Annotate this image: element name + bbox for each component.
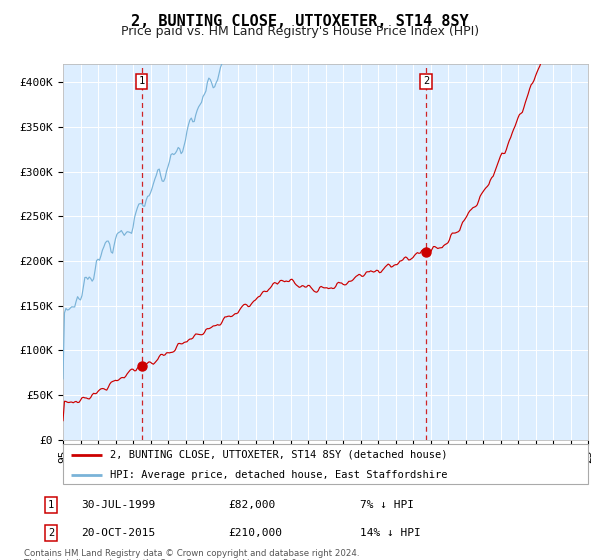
Text: 2, BUNTING CLOSE, UTTOXETER, ST14 8SY: 2, BUNTING CLOSE, UTTOXETER, ST14 8SY: [131, 14, 469, 29]
Text: HPI: Average price, detached house, East Staffordshire: HPI: Average price, detached house, East…: [110, 470, 448, 480]
Text: 20-OCT-2015: 20-OCT-2015: [81, 528, 155, 538]
Text: 14% ↓ HPI: 14% ↓ HPI: [360, 528, 421, 538]
Text: £210,000: £210,000: [228, 528, 282, 538]
Text: 1: 1: [48, 500, 54, 510]
Text: 2, BUNTING CLOSE, UTTOXETER, ST14 8SY (detached house): 2, BUNTING CLOSE, UTTOXETER, ST14 8SY (d…: [110, 450, 448, 460]
Text: Price paid vs. HM Land Registry's House Price Index (HPI): Price paid vs. HM Land Registry's House …: [121, 25, 479, 38]
Text: 30-JUL-1999: 30-JUL-1999: [81, 500, 155, 510]
FancyBboxPatch shape: [63, 444, 588, 484]
Text: 7% ↓ HPI: 7% ↓ HPI: [360, 500, 414, 510]
Text: 1: 1: [139, 76, 145, 86]
Text: 2: 2: [423, 76, 429, 86]
Text: £82,000: £82,000: [228, 500, 275, 510]
Text: 2: 2: [48, 528, 54, 538]
Text: Contains HM Land Registry data © Crown copyright and database right 2024.
This d: Contains HM Land Registry data © Crown c…: [24, 549, 359, 560]
